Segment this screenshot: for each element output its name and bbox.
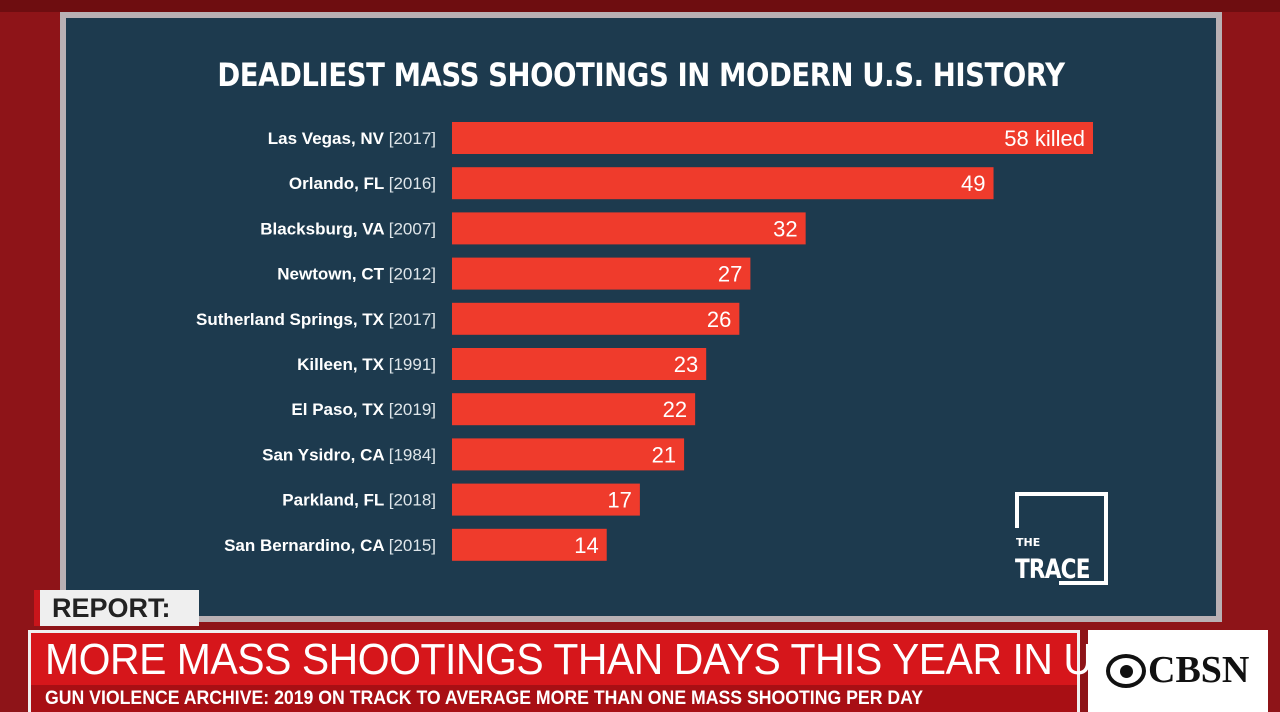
bar — [452, 302, 740, 335]
chart-frame: DEADLIEST MASS SHOOTINGS IN MODERN U.S. … — [60, 12, 1222, 622]
category-label: Parkland, FL [2018] — [282, 491, 436, 510]
bar-row: 32 Blacksburg, VA [2007] — [260, 212, 806, 245]
the-trace-logo: THE TRACE — [1015, 492, 1108, 585]
bar — [452, 528, 607, 561]
bar-row: 23 Killeen, TX [1991] — [297, 348, 707, 380]
bar-value-label: 23 — [674, 352, 698, 377]
network-name: CBSN — [1148, 649, 1250, 691]
bar-value-label: 22 — [663, 397, 687, 422]
bar-value-label: 21 — [652, 442, 676, 467]
bar — [452, 348, 707, 380]
bar-row: 26 Sutherland Springs, TX [2017] — [196, 302, 740, 335]
bar — [452, 122, 1093, 154]
bar-value-label: 17 — [607, 488, 631, 513]
category-label: Sutherland Springs, TX [2017] — [196, 310, 436, 329]
headline: MORE MASS SHOOTINGS THAN DAYS THIS YEAR … — [45, 635, 1142, 684]
bar-row: 14 San Bernardino, CA [2015] — [224, 528, 607, 561]
category-label: Orlando, FL [2016] — [289, 174, 436, 193]
category-label: El Paso, TX [2019] — [291, 400, 436, 419]
bar-row: 58 killed Las Vegas, NV [2017] — [268, 122, 1093, 154]
bar — [452, 212, 806, 245]
bar — [452, 483, 640, 516]
cbs-eye-icon — [1106, 654, 1146, 688]
bar — [452, 167, 994, 200]
chart-title: DEADLIEST MASS SHOOTINGS IN MODERN U.S. … — [217, 56, 1065, 94]
network-logo: CBSN — [1088, 630, 1268, 712]
bar-row: 17 Parkland, FL [2018] — [282, 483, 640, 516]
bar — [452, 257, 751, 290]
category-label: San Ysidro, CA [1984] — [262, 445, 436, 464]
bar-row: 27 Newtown, CT [2012] — [277, 257, 751, 290]
bar-value-label: 27 — [718, 262, 742, 287]
bar — [452, 393, 696, 426]
bar-row: 22 El Paso, TX [2019] — [291, 393, 696, 426]
subline-text: GUN VIOLENCE ARCHIVE: 2019 ON TRACK TO A… — [45, 688, 924, 709]
logo-line2: TRACE — [1015, 554, 1091, 585]
category-label: Blacksburg, VA [2007] — [260, 219, 436, 238]
logo-line1: THE — [1016, 536, 1041, 549]
category-label: Newtown, CT [2012] — [277, 265, 436, 284]
category-label: Las Vegas, NV [2017] — [268, 129, 436, 148]
bar-value-label: 14 — [574, 533, 598, 558]
category-label: San Bernardino, CA [2015] — [224, 536, 436, 555]
lower-third: MORE MASS SHOOTINGS THAN DAYS THIS YEAR … — [28, 630, 1142, 712]
report-tag: REPORT: — [34, 590, 199, 626]
bar-row: 49 Orlando, FL [2016] — [289, 167, 994, 200]
chart-panel: DEADLIEST MASS SHOOTINGS IN MODERN U.S. … — [66, 18, 1216, 616]
bar-value-label: 32 — [773, 216, 797, 241]
background-stripe — [0, 0, 1280, 12]
bar — [452, 438, 685, 471]
bar-value-label: 49 — [961, 171, 985, 196]
bar-value-label: 58 killed — [1004, 126, 1085, 151]
bar-row: 21 San Ysidro, CA [1984] — [262, 438, 685, 471]
bar-chart: 58 killed Las Vegas, NV [2017] 49 Orlando, … — [196, 122, 1093, 561]
subline-bar: GUN VIOLENCE ARCHIVE: 2019 ON TRACK TO A… — [31, 685, 1077, 712]
bar-value-label: 26 — [707, 307, 731, 332]
category-label: Killeen, TX [1991] — [297, 355, 436, 374]
